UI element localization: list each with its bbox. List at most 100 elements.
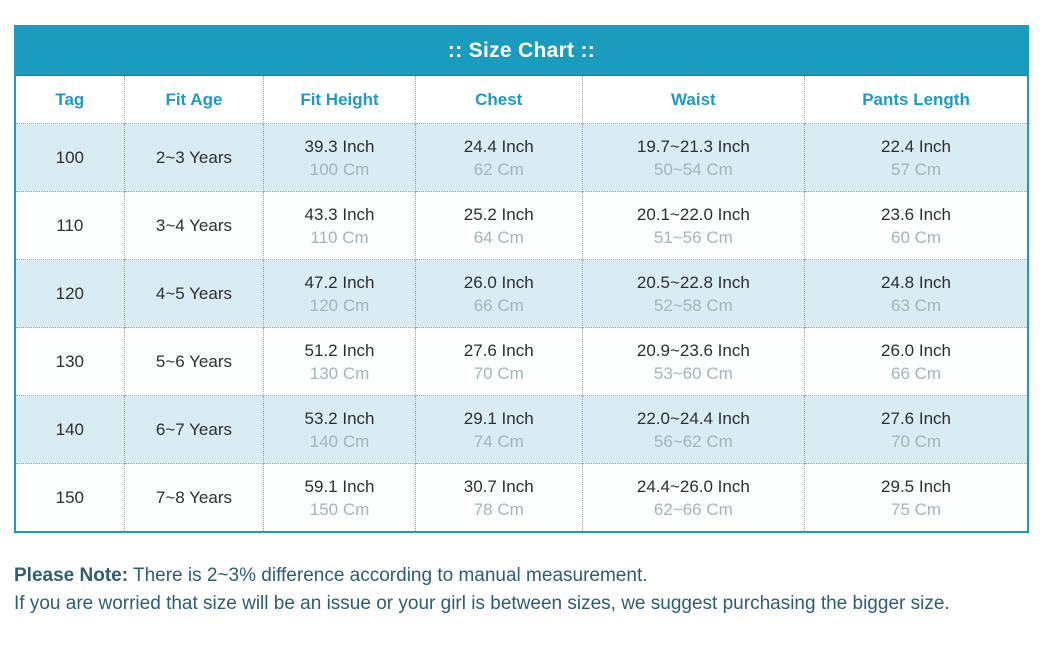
tag-value: 150 (55, 487, 85, 507)
fit-age-cell: 3~4 Years (123, 191, 264, 260)
chest-inch: 25.2 Inch (463, 204, 534, 224)
chest-inch: 30.7 Inch (463, 476, 534, 496)
note-label: Please Note: (14, 565, 129, 586)
pants-length-cell: 22.4 Inch 57 Cm (804, 123, 1027, 192)
tag-cell: 110 (16, 191, 125, 260)
fit-age-value: 7~8 Years (155, 487, 232, 507)
fit-height-cm: 100 Cm (309, 159, 370, 179)
size-chart: :: Size Chart :: Tag Fit Age Fit Height … (14, 25, 1029, 533)
column-header-tag: Tag (55, 89, 85, 109)
waist-inch: 22.0~24.4 Inch (636, 408, 750, 428)
waist-cm: 52~58 Cm (653, 295, 733, 315)
chest-cm: 74 Cm (473, 431, 524, 451)
chest-cm: 62 Cm (473, 159, 524, 179)
waist-cm: 50~54 Cm (653, 159, 733, 179)
waist-cm: 53~60 Cm (653, 363, 733, 383)
tag-value: 100 (55, 147, 85, 167)
chest-cell: 27.6 Inch 70 Cm (414, 327, 583, 396)
table-row-130: 130 5~6 Years 51.2 Inch 130 Cm 27.6 Inch… (16, 327, 1027, 396)
pants-length-cell: 26.0 Inch 66 Cm (804, 327, 1027, 396)
fit-age-cell: 7~8 Years (123, 463, 264, 531)
chest-inch: 24.4 Inch (463, 136, 534, 156)
please-note: Please Note: There is 2~3% difference ac… (14, 562, 1028, 618)
pants-length-cm: 70 Cm (890, 431, 942, 451)
column-header-pants-length: Pants Length (804, 76, 1027, 124)
fit-height-inch: 47.2 Inch (304, 272, 375, 292)
fit-age-cell: 5~6 Years (123, 327, 264, 396)
fit-age-value: 3~4 Years (155, 215, 232, 235)
table-row-140: 140 6~7 Years 53.2 Inch 140 Cm 29.1 Inch… (16, 395, 1027, 464)
fit-height-cell: 53.2 Inch 140 Cm (263, 395, 416, 464)
size-table: Tag Fit Age Fit Height Chest Waist Pants… (16, 76, 1027, 531)
pants-length-cell: 24.8 Inch 63 Cm (804, 259, 1027, 328)
waist-cm: 56~62 Cm (653, 431, 733, 451)
chest-cm: 64 Cm (473, 227, 524, 247)
waist-cm: 62~66 Cm (653, 499, 733, 519)
chest-cell: 26.0 Inch 66 Cm (414, 259, 583, 328)
pants-length-cell: 29.5 Inch 75 Cm (804, 463, 1027, 531)
pants-length-cm: 60 Cm (890, 227, 942, 247)
fit-height-cell: 51.2 Inch 130 Cm (263, 327, 416, 396)
waist-cell: 19.7~21.3 Inch 50~54 Cm (581, 123, 805, 192)
note-text-1: There is 2~3% difference according to ma… (132, 565, 648, 586)
fit-age-value: 5~6 Years (155, 351, 232, 371)
tag-cell: 140 (16, 395, 125, 464)
fit-age-value: 4~5 Years (155, 283, 232, 303)
fit-age-cell: 2~3 Years (123, 123, 264, 192)
fit-height-inch: 43.3 Inch (304, 204, 375, 224)
chest-cell: 30.7 Inch 78 Cm (414, 463, 583, 531)
table-row-100: 100 2~3 Years 39.3 Inch 100 Cm 24.4 Inch… (16, 123, 1027, 192)
waist-inch: 20.1~22.0 Inch (636, 204, 750, 224)
waist-cell: 24.4~26.0 Inch 62~66 Cm (581, 463, 805, 531)
waist-cell: 20.5~22.8 Inch 52~58 Cm (581, 259, 805, 328)
tag-value: 140 (55, 419, 85, 439)
tag-value: 130 (55, 351, 85, 371)
tag-cell: 120 (16, 259, 125, 328)
fit-height-cell: 39.3 Inch 100 Cm (263, 123, 416, 192)
waist-cell: 20.1~22.0 Inch 51~56 Cm (581, 191, 805, 260)
fit-height-cm: 130 Cm (309, 363, 370, 383)
chest-inch: 26.0 Inch (463, 272, 534, 292)
fit-height-inch: 39.3 Inch (304, 136, 375, 156)
pants-length-inch: 29.5 Inch (881, 476, 951, 496)
tag-value: 110 (56, 215, 84, 235)
fit-age-value: 2~3 Years (155, 147, 232, 167)
size-table-body: 100 2~3 Years 39.3 Inch 100 Cm 24.4 Inch… (16, 123, 1027, 531)
pants-length-inch: 23.6 Inch (881, 204, 951, 224)
waist-cell: 22.0~24.4 Inch 56~62 Cm (581, 395, 805, 464)
chest-cell: 25.2 Inch 64 Cm (414, 191, 583, 260)
table-row-110: 110 3~4 Years 43.3 Inch 110 Cm 25.2 Inch… (16, 191, 1027, 260)
fit-age-value: 6~7 Years (155, 419, 232, 439)
chest-inch: 27.6 Inch (463, 340, 534, 360)
chest-cm: 78 Cm (473, 499, 524, 519)
pants-length-cm: 66 Cm (890, 363, 942, 383)
chest-cm: 70 Cm (473, 363, 524, 383)
waist-cell: 20.9~23.6 Inch 53~60 Cm (581, 327, 805, 396)
fit-height-cm: 150 Cm (309, 499, 370, 519)
fit-age-cell: 4~5 Years (123, 259, 264, 328)
fit-height-cell: 47.2 Inch 120 Cm (263, 259, 416, 328)
table-row-120: 120 4~5 Years 47.2 Inch 120 Cm 26.0 Inch… (16, 259, 1027, 328)
fit-age-cell: 6~7 Years (123, 395, 264, 464)
pants-length-cm: 63 Cm (890, 295, 942, 315)
chest-cm: 66 Cm (473, 295, 524, 315)
pants-length-cell: 27.6 Inch 70 Cm (804, 395, 1027, 464)
note-text-2: If you are worried that size will be an … (14, 593, 950, 614)
chest-inch: 29.1 Inch (463, 408, 534, 428)
pants-length-cm: 75 Cm (890, 499, 942, 519)
tag-value: 120 (55, 283, 85, 303)
fit-height-cm: 110 Cm (310, 227, 369, 247)
pants-length-inch: 26.0 Inch (881, 340, 951, 360)
chest-cell: 29.1 Inch 74 Cm (414, 395, 583, 464)
pants-length-cell: 23.6 Inch 60 Cm (804, 191, 1027, 260)
waist-inch: 20.9~23.6 Inch (636, 340, 750, 360)
chest-cell: 24.4 Inch 62 Cm (414, 123, 583, 192)
table-row-150: 150 7~8 Years 59.1 Inch 150 Cm 30.7 Inch… (16, 463, 1027, 531)
fit-height-cell: 59.1 Inch 150 Cm (263, 463, 416, 531)
pants-length-cm: 57 Cm (890, 159, 942, 179)
column-header-fit-age: Fit Age (123, 76, 264, 124)
pants-length-inch: 22.4 Inch (881, 136, 951, 156)
waist-cm: 51~56 Cm (653, 227, 733, 247)
pants-length-inch: 24.8 Inch (881, 272, 951, 292)
header-row: Tag Fit Age Fit Height Chest Waist Pants… (16, 76, 1027, 124)
